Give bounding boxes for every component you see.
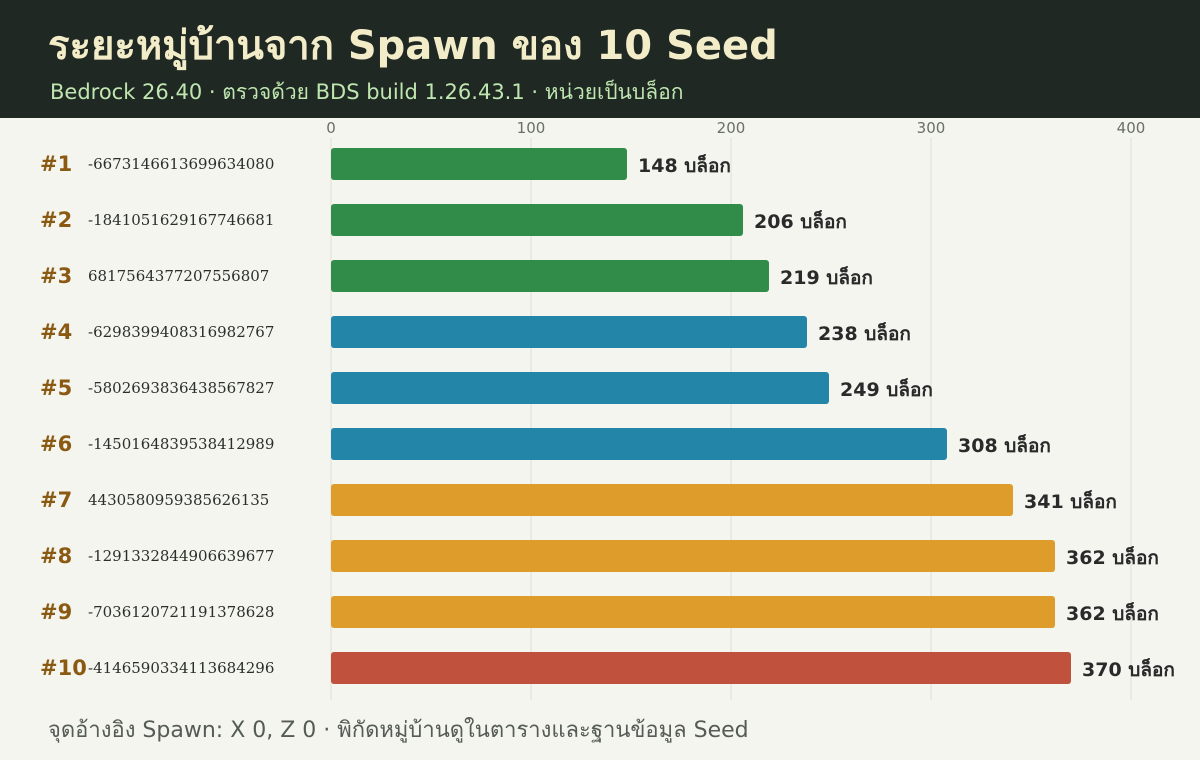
bar bbox=[331, 596, 1055, 628]
bar bbox=[331, 316, 807, 348]
bar-value-label: 370 บล็อก bbox=[1082, 657, 1175, 681]
bar bbox=[331, 484, 1013, 516]
x-tick-label: 200 bbox=[717, 119, 746, 137]
rank-label: #4 bbox=[40, 320, 72, 344]
bar-value-label: 238 บล็อก bbox=[818, 321, 911, 345]
seed-label: -1841051629167746681 bbox=[88, 211, 274, 229]
bar bbox=[331, 260, 769, 292]
rank-label: #1 bbox=[40, 152, 72, 176]
bar bbox=[331, 652, 1071, 684]
seed-label: -6673146613699634080 bbox=[88, 155, 274, 173]
seed-label: -4146590334113684296 bbox=[88, 659, 274, 677]
bar-value-label: 206 บล็อก bbox=[754, 209, 847, 233]
rank-label: #9 bbox=[40, 600, 72, 624]
rank-label: #5 bbox=[40, 376, 72, 400]
rank-label: #3 bbox=[40, 264, 72, 288]
bar-value-label: 219 บล็อก bbox=[780, 265, 873, 289]
footer-note: จุดอ้างอิง Spawn: X 0, Z 0 · พิกัดหมู่บ้… bbox=[48, 718, 749, 743]
bar-value-label: 249 บล็อก bbox=[840, 377, 933, 401]
x-tick-label: 300 bbox=[917, 119, 946, 137]
seed-label: 4430580959385626135 bbox=[88, 491, 269, 509]
bar bbox=[331, 148, 627, 180]
seed-label: -7036120721191378628 bbox=[88, 603, 274, 621]
x-tick-label: 0 bbox=[326, 119, 336, 137]
rank-label: #10 bbox=[40, 656, 87, 680]
bar-value-label: 362 บล็อก bbox=[1066, 601, 1159, 625]
x-tick-label: 100 bbox=[517, 119, 546, 137]
chart-subtitle: Bedrock 26.40 · ตรวจด้วย BDS build 1.26.… bbox=[50, 80, 684, 104]
seed-label: -6298399408316982767 bbox=[88, 323, 274, 341]
rank-label: #6 bbox=[40, 432, 72, 456]
bar-value-label: 148 บล็อก bbox=[638, 153, 731, 177]
seed-label: -1450164839538412989 bbox=[88, 435, 274, 453]
rank-label: #7 bbox=[40, 488, 72, 512]
seed-label: -1291332844906639677 bbox=[88, 547, 274, 565]
rank-label: #2 bbox=[40, 208, 72, 232]
bar bbox=[331, 540, 1055, 572]
bar bbox=[331, 204, 743, 236]
bar-value-label: 362 บล็อก bbox=[1066, 545, 1159, 569]
rank-label: #8 bbox=[40, 544, 72, 568]
chart-title: ระยะหมู่บ้านจาก Spawn ของ 10 Seed bbox=[48, 23, 778, 69]
bar bbox=[331, 372, 829, 404]
bar-value-label: 308 บล็อก bbox=[958, 433, 1051, 457]
bar-value-label: 341 บล็อก bbox=[1024, 489, 1117, 513]
header-bar: ระยะหมู่บ้านจาก Spawn ของ 10 Seed Bedroc… bbox=[0, 0, 1200, 118]
x-tick-label: 400 bbox=[1117, 119, 1146, 137]
seed-label: -5802693836438567827 bbox=[88, 379, 274, 397]
seed-label: 6817564377207556807 bbox=[88, 267, 269, 285]
bar bbox=[331, 428, 947, 460]
